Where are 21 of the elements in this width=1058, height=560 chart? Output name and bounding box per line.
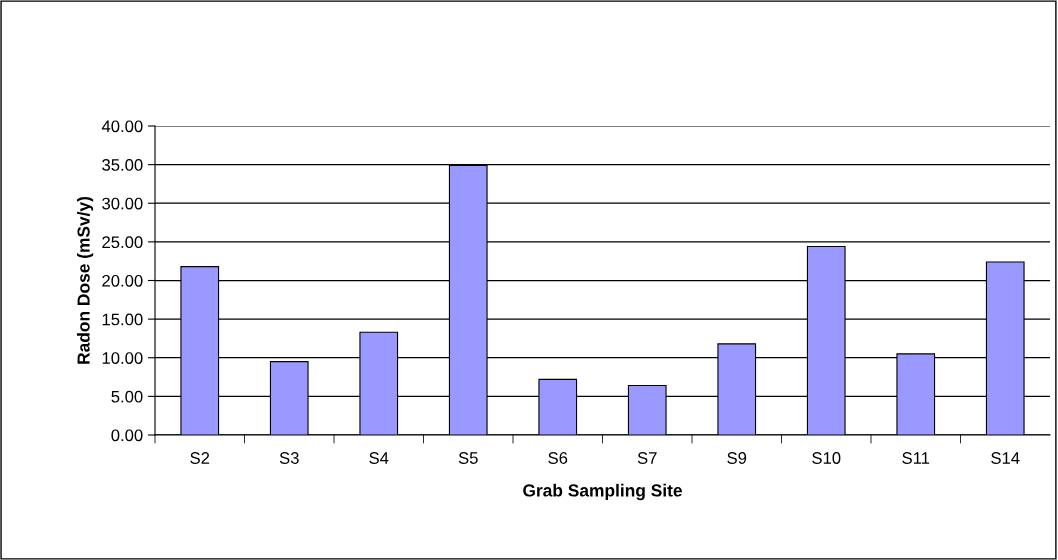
x-tick-label: S5 [458, 452, 478, 464]
x-tick-label: S11 [902, 452, 930, 464]
x-tick-label: S3 [279, 452, 299, 464]
y-tick-label: 10.00 [102, 352, 143, 364]
y-tick-label: 40.00 [101, 120, 143, 133]
x-axis-title: Grab Sampling Site [523, 483, 682, 501]
x-tick-label: S14 [991, 452, 1020, 464]
y-axis-title: Radon Dose (mSv/y) [76, 196, 94, 364]
x-tick-label: S9 [727, 452, 747, 464]
y-tick-label: 25.00 [102, 236, 143, 249]
y-tick-label: 20.00 [102, 274, 143, 287]
x-tick-label: S6 [548, 452, 568, 464]
y-tick-label: 5.00 [111, 390, 143, 403]
y-tick-label: 30.00 [102, 197, 143, 210]
x-tick-label: S7 [637, 452, 657, 464]
x-tick-label: S2 [190, 452, 210, 464]
y-tick-label: 0.00 [111, 429, 143, 442]
x-tick-label: S4 [369, 452, 389, 464]
y-tick-label: 15.00 [102, 313, 143, 326]
y-tick-label: 35.00 [102, 159, 143, 171]
x-tick-label: S10 [812, 452, 841, 464]
